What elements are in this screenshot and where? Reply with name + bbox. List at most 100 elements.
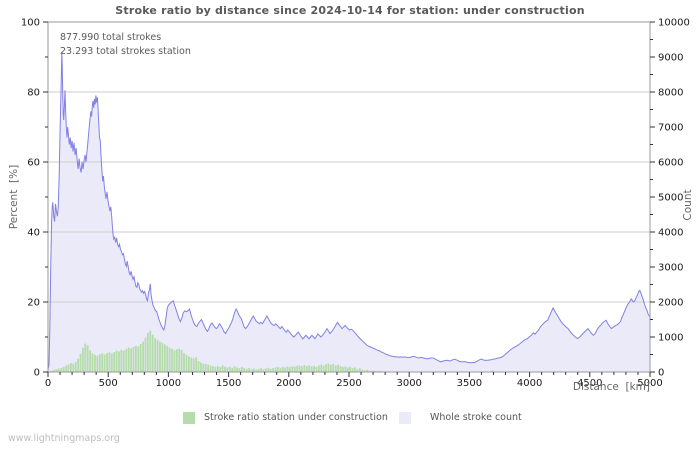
x-tick-label: 0 bbox=[45, 378, 51, 389]
legend-swatch-whole-stroke-count bbox=[399, 412, 411, 424]
stroke-ratio-bar bbox=[361, 369, 364, 372]
whole-stroke-count-line bbox=[47, 51, 651, 370]
stroke-ratio-bar bbox=[337, 364, 340, 372]
stroke-ratio-bar bbox=[65, 365, 67, 372]
stroke-ratio-bar bbox=[219, 367, 222, 372]
stroke-ratio-bar bbox=[274, 367, 277, 372]
stroke-ratio-bar bbox=[202, 363, 205, 372]
stroke-ratio-bar bbox=[50, 370, 53, 372]
stroke-ratio-bar bbox=[221, 365, 224, 372]
stroke-ratio-bar bbox=[279, 367, 282, 372]
x-tick-label: 4000 bbox=[517, 378, 542, 389]
stroke-ratio-bar bbox=[108, 352, 111, 372]
stroke-ratio-bar bbox=[349, 366, 352, 373]
stroke-ratio-bar bbox=[118, 351, 120, 372]
legend-label-stroke-ratio: Stroke ratio station under construction bbox=[204, 412, 388, 423]
stroke-ratio-bar bbox=[272, 368, 274, 372]
stroke-ratio-bar bbox=[60, 368, 63, 372]
stroke-ratio-bar bbox=[67, 364, 70, 372]
stroke-ratio-bar bbox=[236, 367, 238, 372]
stroke-ratio-bar bbox=[178, 348, 181, 372]
stroke-ratio-bar bbox=[113, 352, 116, 372]
x-tick-label: 1500 bbox=[216, 378, 241, 389]
stroke-ratio-bar bbox=[327, 363, 330, 372]
stroke-ratio-bar bbox=[491, 370, 494, 373]
y-right-tick-label: 3000 bbox=[658, 263, 683, 274]
y-right-tick-label: 0 bbox=[658, 368, 664, 379]
stroke-ratio-bar bbox=[70, 362, 72, 372]
stroke-ratio-bar bbox=[260, 368, 262, 372]
stroke-ratio-bar bbox=[144, 337, 147, 372]
stroke-ratio-bar bbox=[354, 367, 356, 372]
stroke-ratio-bar bbox=[330, 364, 332, 372]
annotation-total-strokes: 877.990 total strokes bbox=[60, 32, 162, 43]
stroke-ratio-bar bbox=[262, 369, 265, 372]
stroke-ratio-bar bbox=[233, 366, 236, 372]
stroke-ratio-bar bbox=[156, 340, 159, 372]
stroke-ratio-bar bbox=[308, 365, 311, 372]
stroke-ratio-bar bbox=[363, 370, 366, 373]
stroke-ratio-bar bbox=[371, 370, 373, 372]
stroke-ratio-bar bbox=[284, 367, 287, 372]
y-left-tick-label: 60 bbox=[27, 158, 40, 169]
stroke-ratio-bar bbox=[216, 366, 219, 372]
stroke-ratio-bar bbox=[346, 367, 349, 372]
stroke-ratio-bar bbox=[98, 354, 101, 372]
x-tick-label: 3000 bbox=[396, 378, 421, 389]
stroke-ratio-bar bbox=[334, 365, 337, 372]
stroke-ratio-bar bbox=[265, 368, 267, 372]
x-tick-label: 4500 bbox=[577, 378, 602, 389]
stroke-ratio-bar bbox=[180, 349, 183, 372]
stroke-ratio-bar bbox=[192, 358, 195, 372]
stroke-ratio-bar bbox=[293, 366, 296, 373]
y-left-tick-label: 100 bbox=[21, 18, 40, 29]
stroke-ratio-bar bbox=[135, 345, 137, 373]
x-tick-label: 2000 bbox=[276, 378, 301, 389]
stroke-ratio-bar bbox=[188, 356, 190, 372]
stroke-ratio-bar bbox=[94, 354, 96, 372]
stroke-ratio-bar bbox=[200, 362, 202, 372]
stroke-ratio-bar bbox=[281, 366, 284, 373]
stroke-ratio-bar bbox=[173, 350, 176, 372]
stroke-ratio-bar bbox=[245, 368, 248, 372]
stroke-ratio-bar bbox=[122, 350, 125, 372]
stroke-ratio-bar bbox=[342, 367, 344, 372]
stroke-ratio-bar bbox=[195, 357, 197, 372]
stroke-ratio-bar bbox=[168, 347, 171, 372]
stroke-ratio-bar bbox=[315, 366, 318, 373]
stroke-ratio-bar bbox=[106, 353, 108, 372]
stroke-ratio-bar bbox=[243, 368, 246, 372]
stroke-ratio-bar bbox=[159, 341, 161, 372]
stroke-ratio-bar bbox=[313, 365, 315, 372]
stroke-ratio-bar bbox=[310, 366, 313, 372]
whole-stroke-count-area bbox=[48, 51, 650, 373]
stroke-ratio-bar bbox=[120, 349, 123, 372]
stroke-ratio-bar bbox=[325, 364, 327, 372]
stroke-ratio-bar bbox=[166, 346, 169, 372]
stroke-ratio-bar bbox=[351, 368, 354, 372]
stroke-ratio-bar bbox=[356, 368, 359, 372]
stroke-ratio-bar bbox=[132, 346, 135, 372]
stroke-ratio-bar bbox=[301, 366, 303, 372]
stroke-ratio-bar bbox=[171, 348, 173, 372]
stroke-ratio-bar bbox=[212, 366, 214, 372]
stroke-ratio-bar bbox=[378, 370, 380, 372]
stroke-ratio-bar bbox=[298, 365, 301, 372]
y-right-tick-label: 2000 bbox=[658, 298, 683, 309]
stroke-ratio-bar bbox=[96, 355, 99, 372]
stroke-ratio-bar bbox=[185, 354, 188, 372]
stroke-ratio-bar bbox=[214, 366, 217, 373]
stroke-ratio-bar bbox=[161, 342, 164, 372]
stroke-ratio-bar bbox=[142, 341, 144, 372]
stroke-ratio-bar bbox=[125, 348, 128, 372]
stroke-ratio-bar bbox=[248, 368, 250, 372]
x-tick-label: 2500 bbox=[336, 378, 361, 389]
stroke-ratio-bar bbox=[62, 367, 65, 372]
watermark-link: www.lightningmaps.org bbox=[8, 433, 120, 444]
y-right-tick-label: 8000 bbox=[658, 88, 683, 99]
stroke-ratio-bar bbox=[101, 353, 104, 372]
stroke-ratio-bar bbox=[175, 349, 178, 373]
stroke-ratio-bar bbox=[303, 365, 306, 372]
